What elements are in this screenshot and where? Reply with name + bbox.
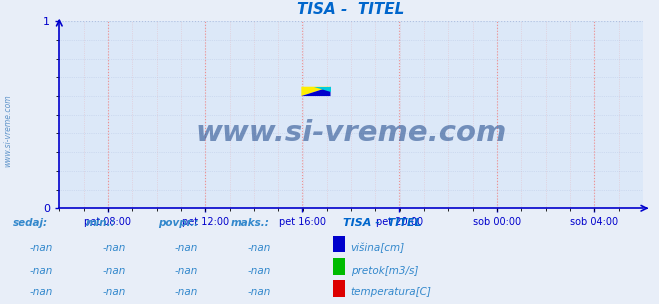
Text: -nan: -nan — [247, 266, 270, 276]
Text: -nan: -nan — [175, 288, 198, 298]
Polygon shape — [301, 87, 331, 96]
Text: maks.:: maks.: — [231, 219, 270, 229]
Text: pretok[m3/s]: pretok[m3/s] — [351, 266, 418, 275]
Polygon shape — [301, 87, 331, 96]
Text: min.:: min.: — [86, 219, 115, 229]
Polygon shape — [314, 87, 331, 92]
Text: -nan: -nan — [175, 243, 198, 253]
Text: -nan: -nan — [102, 266, 125, 276]
Text: www.si-vreme.com: www.si-vreme.com — [3, 95, 13, 167]
Text: -nan: -nan — [247, 243, 270, 253]
Text: višina[cm]: višina[cm] — [351, 243, 405, 253]
Text: -nan: -nan — [30, 243, 53, 253]
Text: -nan: -nan — [30, 288, 53, 298]
Title: TISA -  TITEL: TISA - TITEL — [297, 2, 405, 17]
Text: TISA -  TITEL: TISA - TITEL — [343, 219, 421, 229]
Text: -nan: -nan — [175, 266, 198, 276]
Text: temperatura[C]: temperatura[C] — [351, 288, 432, 297]
Text: -nan: -nan — [30, 266, 53, 276]
Text: sedaj:: sedaj: — [13, 219, 48, 229]
Text: -nan: -nan — [247, 288, 270, 298]
Text: povpr.:: povpr.: — [158, 219, 198, 229]
Text: -nan: -nan — [102, 243, 125, 253]
Text: www.si-vreme.com: www.si-vreme.com — [195, 119, 507, 147]
Text: -nan: -nan — [102, 288, 125, 298]
